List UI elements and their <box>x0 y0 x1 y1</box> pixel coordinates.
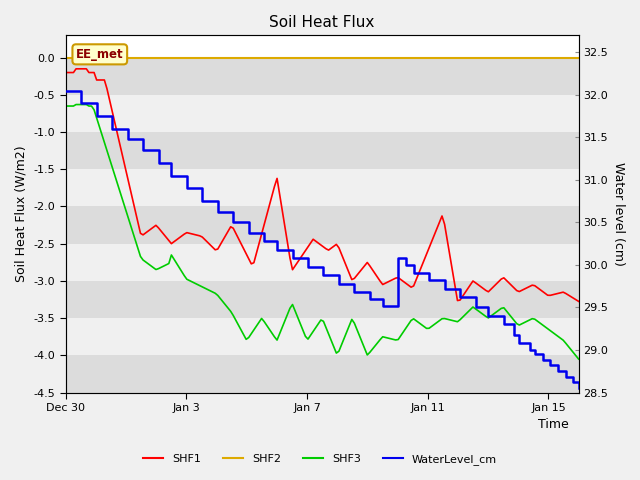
WaterLevel_cm <box>93 113 100 119</box>
SHF3 <box>95 123 103 129</box>
SHF3 <box>552 332 559 337</box>
SHF2 <box>531 55 539 60</box>
Line: SHF3: SHF3 <box>66 105 579 359</box>
Legend: SHF1, SHF2, SHF3, WaterLevel_cm: SHF1, SHF2, SHF3, WaterLevel_cm <box>138 450 502 469</box>
WaterLevel_cm <box>62 88 70 94</box>
SHF3 <box>72 102 80 108</box>
SHF1 <box>534 285 541 290</box>
Bar <box>66 281 579 318</box>
SHF3 <box>534 318 541 324</box>
WaterLevel_cm <box>575 385 582 391</box>
SHF3 <box>85 103 93 109</box>
Bar <box>66 58 579 95</box>
Bar <box>66 206 579 244</box>
SHF3 <box>201 285 209 291</box>
SHF1 <box>72 66 80 72</box>
WaterLevel_cm <box>157 160 165 166</box>
Y-axis label: Water level (cm): Water level (cm) <box>612 162 625 266</box>
Bar <box>66 169 579 206</box>
SHF1 <box>575 299 582 304</box>
SHF3 <box>62 103 70 109</box>
SHF1 <box>62 70 70 75</box>
Title: Soil Heat Flux: Soil Heat Flux <box>269 15 375 30</box>
SHF3 <box>160 263 168 269</box>
SHF1 <box>201 237 209 242</box>
Text: EE_met: EE_met <box>76 48 124 61</box>
WaterLevel_cm <box>531 351 539 357</box>
Line: WaterLevel_cm: WaterLevel_cm <box>66 91 579 388</box>
SHF1 <box>85 70 93 75</box>
SHF2 <box>157 55 165 60</box>
WaterLevel_cm <box>198 198 206 204</box>
SHF2 <box>198 55 206 60</box>
SHF2 <box>62 55 70 60</box>
Bar <box>66 95 579 132</box>
Bar <box>66 244 579 281</box>
SHF1 <box>95 77 103 83</box>
SHF1 <box>552 291 559 297</box>
SHF2 <box>575 55 582 60</box>
SHF2 <box>93 55 100 60</box>
SHF1 <box>160 231 168 237</box>
Bar <box>66 355 579 393</box>
WaterLevel_cm <box>549 362 557 368</box>
Line: SHF1: SHF1 <box>66 69 579 301</box>
Y-axis label: Soil Heat Flux (W/m2): Soil Heat Flux (W/m2) <box>15 145 28 282</box>
SHF2 <box>549 55 557 60</box>
SHF2 <box>83 55 90 60</box>
Bar <box>66 132 579 169</box>
WaterLevel_cm <box>83 100 90 106</box>
Bar <box>66 318 579 355</box>
X-axis label: Time: Time <box>538 418 568 431</box>
SHF3 <box>575 356 582 362</box>
